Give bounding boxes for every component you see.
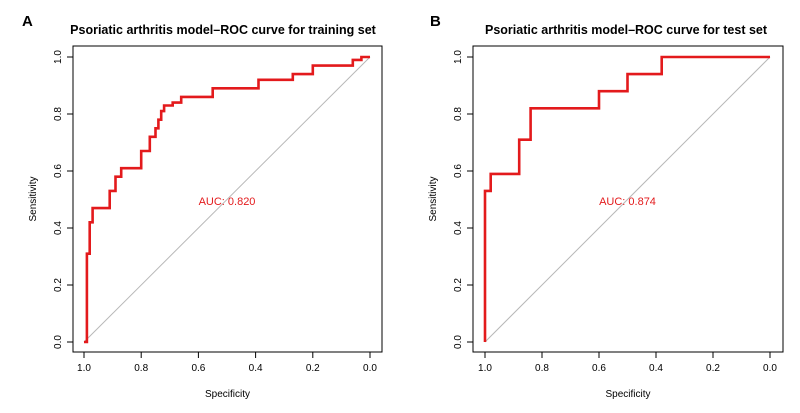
y-axis-label: Sensitivity	[28, 176, 39, 221]
x-tick-label: 0.8	[134, 363, 148, 374]
x-axis-label: Specificity	[605, 389, 650, 400]
reference-diagonal-line	[83, 56, 371, 343]
y-tick-label: 0.0	[53, 335, 64, 349]
x-tick-label: 1.0	[478, 363, 492, 374]
x-tick-label: 0.4	[249, 363, 263, 374]
x-axis-label: Specificity	[205, 389, 250, 400]
x-tick-label: 0.0	[363, 363, 377, 374]
roc-curve-line	[483, 55, 770, 342]
chart-title: Psoriatic arthritis model–ROC curve for …	[485, 23, 768, 37]
plot-frame	[72, 45, 383, 353]
panel-letter: B	[430, 13, 441, 30]
y-tick-label: 1.0	[53, 50, 64, 64]
x-tick-label: 0.6	[191, 363, 205, 374]
y-tick-label: 0.4	[53, 221, 64, 235]
y-tick-label: 0.6	[453, 164, 464, 178]
y-tick-label: 0.0	[453, 335, 464, 349]
y-tick-label: 0.4	[453, 221, 464, 235]
auc-annotation: AUC: 0.820	[199, 196, 256, 208]
reference-diagonal-line	[484, 56, 771, 343]
y-tick-label: 0.8	[453, 107, 464, 121]
auc-annotation: AUC: 0.874	[599, 196, 656, 208]
x-tick-label: 0.2	[706, 363, 720, 374]
y-tick-label: 1.0	[453, 50, 464, 64]
x-tick-label: 0.8	[535, 363, 549, 374]
y-tick-label: 0.2	[453, 278, 464, 292]
y-axis-label: Sensitivity	[428, 176, 439, 221]
y-tick-label: 0.2	[53, 278, 64, 292]
x-tick-label: 0.2	[306, 363, 320, 374]
x-tick-label: 0.4	[649, 363, 663, 374]
plot-frame	[472, 45, 784, 353]
chart-title: Psoriatic arthritis model–ROC curve for …	[70, 23, 376, 37]
y-tick-label: 0.8	[53, 107, 64, 121]
y-tick-label: 0.6	[53, 164, 64, 178]
roc-panel-b: B Psoriatic arthritis model–ROC curve for…	[428, 13, 784, 400]
x-tick-label: 0.0	[763, 363, 777, 374]
panel-letter: A	[22, 13, 33, 30]
roc-curve-line	[84, 55, 370, 344]
x-tick-label: 1.0	[77, 363, 91, 374]
x-tick-label: 0.6	[592, 363, 606, 374]
roc-panel-a: A Psoriatic arthritis model–ROC curve for…	[22, 13, 383, 400]
